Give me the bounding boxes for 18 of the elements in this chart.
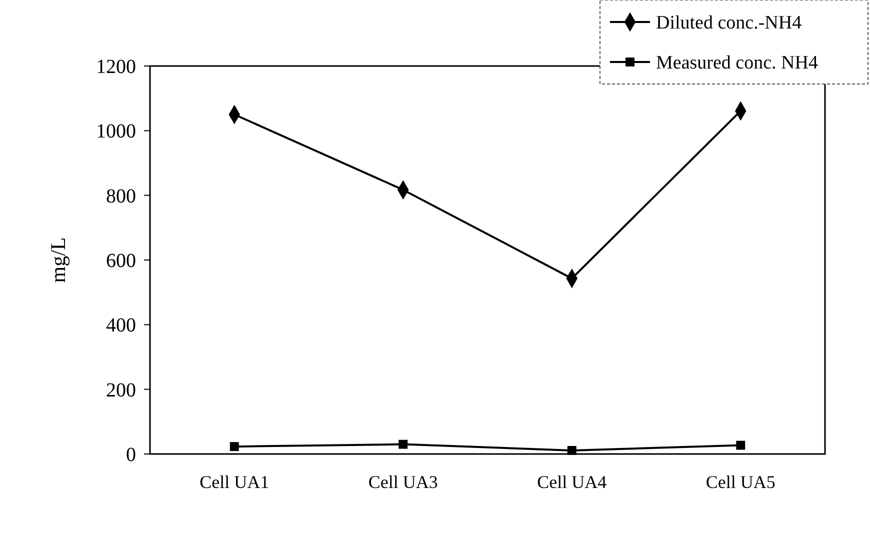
y-axis-title: mg/L	[46, 237, 70, 283]
point	[398, 440, 408, 449]
x-tick-label: Cell UA4	[537, 472, 607, 492]
x-tick-label: Cell UA3	[368, 472, 438, 492]
y-tick-label: 1200	[96, 56, 136, 78]
y-tick-label: 800	[106, 185, 136, 208]
y-tick-label: 400	[106, 314, 136, 337]
x-tick-label: Cell UA1	[200, 472, 270, 492]
y-tick-label: 600	[106, 250, 136, 272]
legend-label: Measured conc. NH4	[656, 52, 818, 74]
legend-label: Diluted conc.-NH4	[656, 12, 802, 34]
y-tick-label: 0	[126, 444, 136, 466]
y-tick-label: 1000	[96, 120, 136, 143]
point	[736, 440, 746, 450]
point	[230, 442, 239, 452]
y-tick-label: 200	[106, 379, 136, 402]
x-tick-label: Cell UA5	[706, 472, 776, 492]
point	[567, 446, 576, 455]
